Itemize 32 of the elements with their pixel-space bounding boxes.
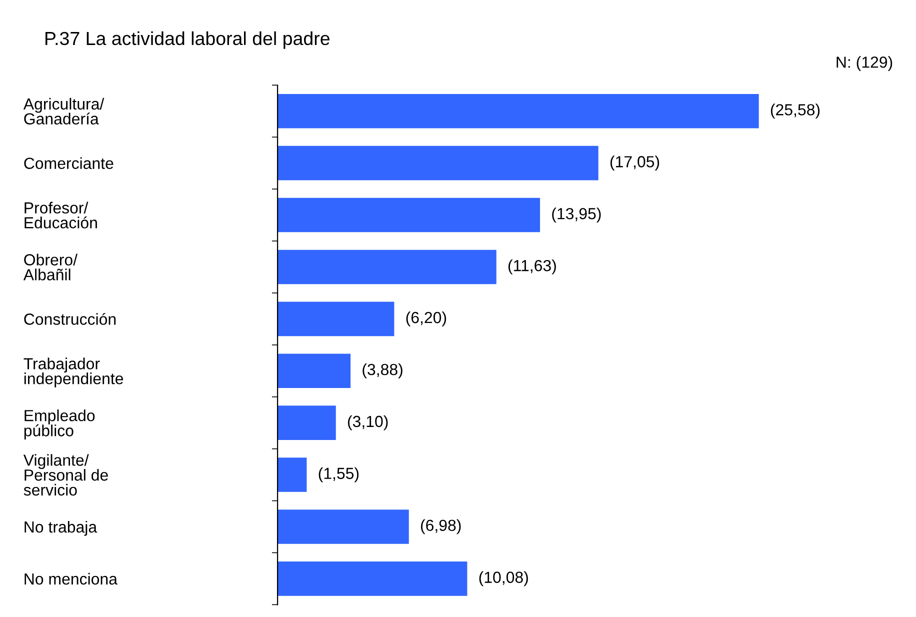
y-tick-label: No trabaja (24, 520, 98, 536)
bar (278, 510, 409, 544)
data-label: (11,63) (508, 260, 556, 274)
bar (278, 562, 468, 596)
data-label: (3,10) (348, 415, 388, 430)
y-tick-label: No menciona (24, 572, 118, 585)
data-label: (6,98) (420, 519, 461, 534)
data-label: (17,05) (610, 156, 660, 171)
bar (278, 250, 496, 284)
bar (278, 198, 540, 232)
y-tick-label: Obrero/ Albañil (23, 254, 78, 280)
bar (278, 354, 351, 388)
data-label: (13,95) (552, 208, 601, 222)
bar (278, 302, 394, 336)
data-label: (3,88) (362, 363, 402, 378)
y-tick-label: Construcción (24, 312, 116, 325)
y-tick-label: Profesor/ Educación (24, 202, 97, 228)
y-tick-label: Empleado público (24, 410, 95, 440)
data-label: (10,08) (479, 571, 528, 586)
y-tick-label: Comerciante (24, 157, 114, 170)
bar (278, 406, 336, 440)
text: N: (129) (836, 56, 892, 71)
y-tick-label: Trabajador independiente (24, 358, 124, 388)
bar (278, 94, 759, 128)
chart-title: P.37 La actividad laboral del padre (46, 31, 330, 49)
data-label: (6,20) (406, 311, 446, 326)
data-label: (1,55) (318, 467, 359, 482)
bar (278, 146, 598, 180)
bar (278, 458, 307, 492)
y-tick-label: Agricultura/ Ganadería (23, 98, 104, 125)
data-label: (25,58) (770, 104, 820, 119)
y-tick-label: Vigilante/ Personal de servicio (23, 454, 108, 496)
